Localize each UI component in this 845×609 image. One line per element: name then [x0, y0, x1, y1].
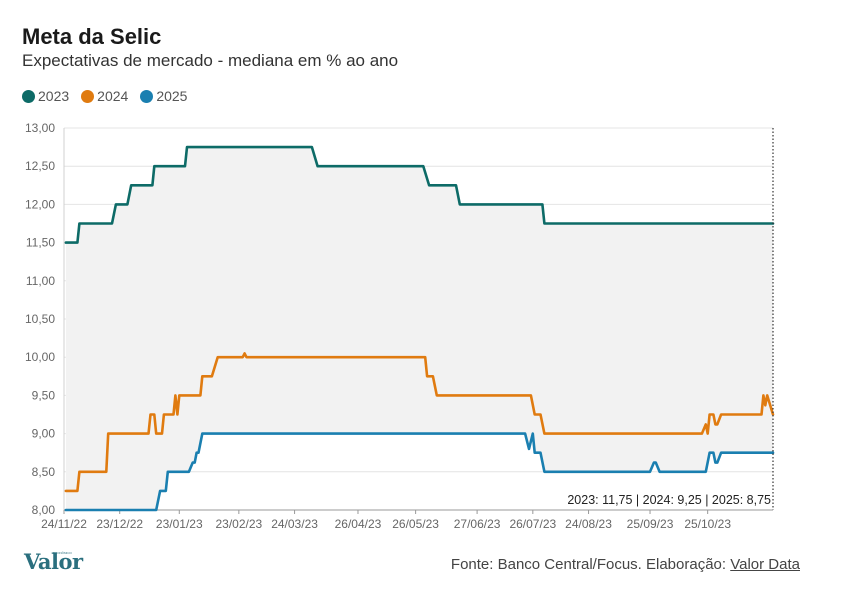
y-tick-label: 10,50 — [25, 312, 55, 326]
x-tick-label: 25/10/23 — [684, 517, 731, 531]
y-tick-label: 8,50 — [32, 465, 56, 479]
legend-label-2024: 2024 — [97, 88, 129, 104]
x-tick-label: 23/02/23 — [215, 517, 262, 531]
y-tick-label: 11,50 — [26, 236, 55, 250]
y-tick-label: 12,50 — [25, 159, 55, 173]
series-line-2023 — [64, 145, 775, 244]
y-tick-label: 9,50 — [32, 388, 56, 402]
chart-subtitle: Expectativas de mercado - mediana em % a… — [22, 51, 399, 70]
chart-title: Meta da Selic — [22, 24, 162, 49]
legend-item-2023[interactable]: 2023 — [22, 88, 69, 104]
range-band — [65, 147, 773, 510]
y-tick-label: 12,00 — [25, 197, 55, 211]
series-line-2025 — [64, 432, 775, 512]
series-line-2024 — [64, 352, 775, 493]
x-tick-label: 23/01/23 — [156, 517, 203, 531]
x-tick-label: 24/11/22 — [41, 517, 87, 531]
y-tick-label: 10,00 — [25, 350, 55, 364]
x-tick-label: 25/09/23 — [627, 517, 674, 531]
legend: 2023 2024 2025 — [22, 88, 187, 104]
value-annotation: 2023: 11,75 | 2024: 9,25 | 2025: 8,75 — [567, 493, 771, 507]
source-link[interactable]: Valor Data — [730, 556, 800, 573]
source-note: Fonte: Banco Central/Focus. Elaboração: … — [451, 556, 800, 573]
legend-label-2025: 2025 — [156, 88, 188, 104]
x-tick-label: 26/07/23 — [509, 517, 556, 531]
y-tick-label: 8,00 — [32, 503, 56, 517]
x-tick-label: 24/03/23 — [271, 517, 318, 531]
legend-swatch-2023 — [22, 89, 35, 103]
x-tick-label: 26/05/23 — [392, 517, 439, 531]
y-tick-label: 13,00 — [25, 121, 55, 135]
legend-item-2024[interactable]: 2024 — [81, 88, 128, 104]
legend-item-2025[interactable]: 2025 — [140, 88, 187, 104]
legend-swatch-2025 — [140, 89, 154, 103]
valor-logo: Valor — [24, 549, 83, 574]
source-text: Fonte: Banco Central/Focus. Elaboração: — [450, 556, 731, 573]
valor-logo-subtext: ECONÔMICO — [53, 551, 72, 555]
legend-swatch-2024 — [81, 89, 95, 103]
x-tick-label: 26/04/23 — [335, 517, 382, 531]
x-tick-label: 24/08/23 — [565, 517, 612, 531]
x-tick-label: 27/06/23 — [454, 517, 501, 531]
x-tick-label: 23/12/22 — [96, 517, 143, 531]
legend-label-2023: 2023 — [38, 88, 70, 104]
y-tick-label: 9,00 — [32, 427, 56, 441]
y-tick-label: 11,00 — [26, 274, 55, 288]
